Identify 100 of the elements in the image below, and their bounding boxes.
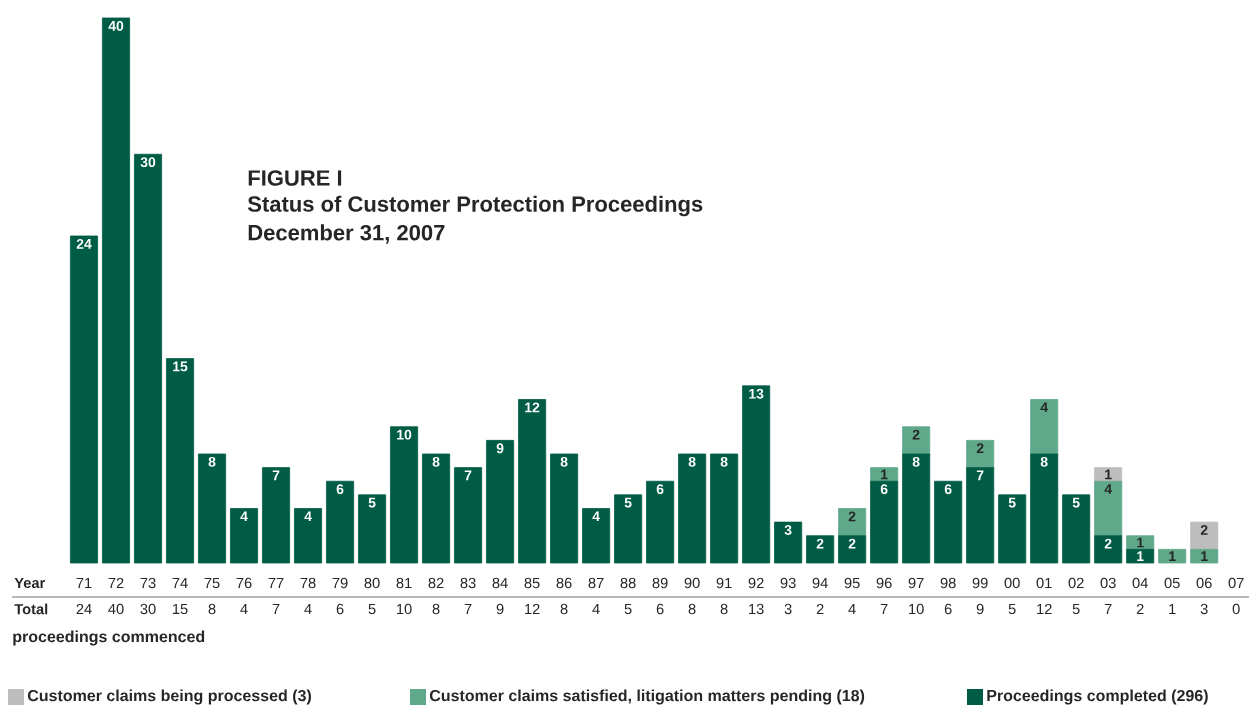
x-tick-label: 91 xyxy=(716,577,732,589)
data-label: 2 xyxy=(848,538,856,549)
bar xyxy=(518,399,547,564)
data-label: 13 xyxy=(749,388,764,399)
text: Status of Customer Protection Proceedings xyxy=(247,195,703,217)
total-label: 5 xyxy=(624,603,632,615)
bar xyxy=(262,467,291,564)
data-label: 7 xyxy=(464,470,472,481)
x-tick-label: 02 xyxy=(1068,577,1084,589)
data-label: 1 xyxy=(881,469,888,480)
total-label: 8 xyxy=(560,603,568,615)
bar xyxy=(998,494,1027,564)
x-tick-label: 03 xyxy=(1100,577,1116,589)
x-tick-label: 77 xyxy=(268,577,284,589)
data-label: 3 xyxy=(784,525,792,535)
x-tick-label: 00 xyxy=(1004,577,1020,589)
x-tick-label: 05 xyxy=(1164,577,1180,589)
total-label: 8 xyxy=(720,603,728,615)
total-label: 12 xyxy=(525,603,540,615)
data-label: 2 xyxy=(816,538,824,549)
total-label: 4 xyxy=(240,603,248,615)
bar xyxy=(614,494,643,564)
x-tick-label: 85 xyxy=(524,577,540,589)
bar xyxy=(1190,521,1219,550)
total-label: 4 xyxy=(304,603,312,615)
x-tick-label: 94 xyxy=(812,577,828,589)
x-tick-label: 75 xyxy=(204,577,220,589)
bar xyxy=(902,453,931,564)
x-tick-label: 92 xyxy=(748,577,764,589)
data-label: 9 xyxy=(496,443,504,454)
data-label: 8 xyxy=(720,456,728,467)
bar xyxy=(1062,494,1091,564)
total-label: 7 xyxy=(880,603,888,615)
data-label: 4 xyxy=(240,511,248,522)
x-tick-label: 88 xyxy=(620,577,636,589)
data-label: 8 xyxy=(1040,456,1048,467)
data-label: 2 xyxy=(848,511,856,522)
x-tick-label: 76 xyxy=(236,577,252,589)
data-label: 1 xyxy=(1137,551,1144,561)
x-tick-label: 89 xyxy=(652,577,668,589)
total-label: 7 xyxy=(272,603,280,615)
total-label: 2 xyxy=(816,603,824,615)
total-label: 4 xyxy=(592,603,600,615)
total-label: 4 xyxy=(848,603,856,615)
total-label: 7 xyxy=(1104,603,1112,615)
bar xyxy=(486,439,515,564)
x-tick-label: 73 xyxy=(140,577,156,589)
total-label: 5 xyxy=(1072,603,1080,615)
bar xyxy=(710,453,739,564)
bar xyxy=(838,535,867,564)
data-label: 5 xyxy=(624,497,632,508)
bar xyxy=(102,17,131,564)
bar xyxy=(870,480,899,564)
data-label: 10 xyxy=(397,429,412,440)
data-label: 6 xyxy=(336,484,344,495)
annotation: December 31, 2007 xyxy=(248,224,445,244)
total-label: 3 xyxy=(784,603,792,615)
data-label: 12 xyxy=(525,402,540,413)
bar xyxy=(1158,548,1187,564)
bar xyxy=(1126,548,1155,564)
data-label: 4 xyxy=(1104,484,1112,494)
bar xyxy=(678,453,707,564)
x-tick-label: 01 xyxy=(1036,577,1052,589)
total-label: 30 xyxy=(140,603,156,615)
total-label: 40 xyxy=(108,603,124,615)
data-label: 2 xyxy=(912,429,920,440)
bar xyxy=(294,508,323,564)
x-tick-label: 04 xyxy=(1132,577,1148,589)
x-tick-label: 86 xyxy=(556,577,572,589)
bar xyxy=(966,439,995,469)
text: Year xyxy=(14,577,46,589)
data-label: 1 xyxy=(1201,551,1208,561)
bar xyxy=(646,480,675,564)
total-label: 12 xyxy=(1037,603,1052,615)
data-label: 30 xyxy=(140,157,156,168)
bar xyxy=(870,467,899,482)
bar xyxy=(454,467,483,564)
total-label: 8 xyxy=(208,603,216,615)
data-label: 24 xyxy=(76,238,92,249)
bar xyxy=(422,453,451,564)
bar xyxy=(1030,399,1059,455)
x-tick-label: 74 xyxy=(172,577,188,589)
text: Total xyxy=(14,603,48,615)
total-label: 8 xyxy=(688,603,696,615)
data-label: 8 xyxy=(560,456,568,467)
bar xyxy=(1030,453,1059,564)
bar xyxy=(550,453,579,564)
total-label: 9 xyxy=(976,603,984,615)
total-label: 6 xyxy=(656,603,664,615)
x-tick-label: 06 xyxy=(1196,577,1212,589)
total-label: 0 xyxy=(1232,603,1240,615)
data-label: 4 xyxy=(592,511,600,522)
bar xyxy=(806,535,835,564)
data-label: 1 xyxy=(1105,469,1112,480)
data-label: 2 xyxy=(976,443,984,454)
data-label: 5 xyxy=(1008,497,1016,508)
bar xyxy=(774,521,803,564)
bar xyxy=(902,426,931,455)
data-label: 1 xyxy=(1169,551,1176,561)
x-tick-label: 71 xyxy=(76,577,92,589)
